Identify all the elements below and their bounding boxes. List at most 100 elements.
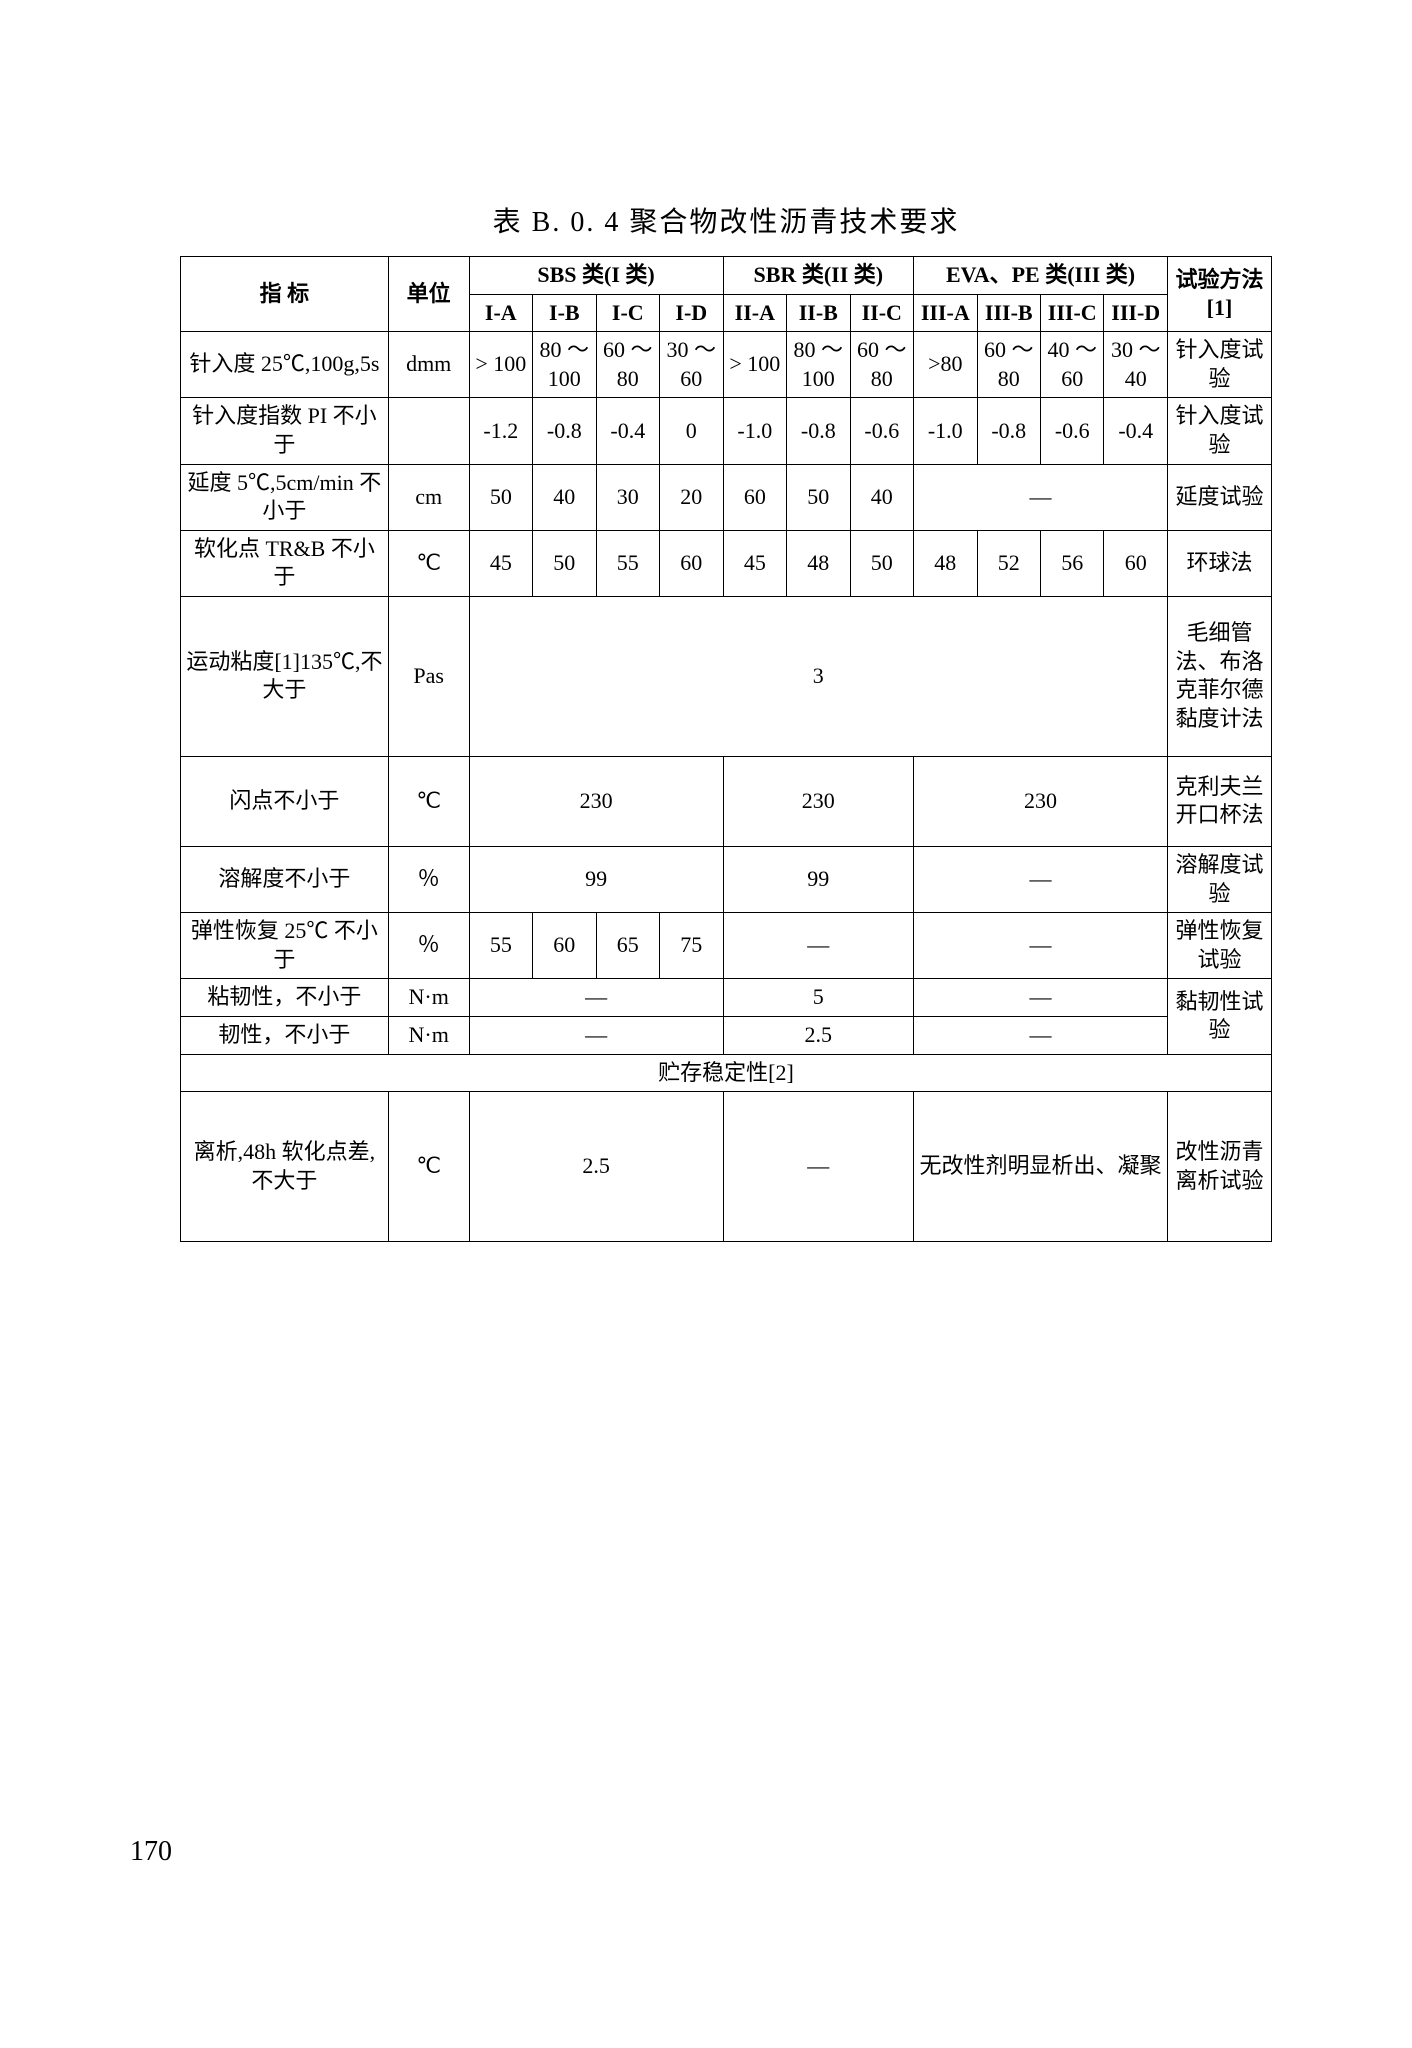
row-label: 延度 5℃,5cm/min 不小于 xyxy=(181,464,389,530)
subheader-cell: I-B xyxy=(533,294,596,332)
row-method: 弹性恢复试验 xyxy=(1167,913,1271,979)
row-unit: ℃ xyxy=(388,756,469,846)
cell-group: 230 xyxy=(723,756,913,846)
cell-group: 2.5 xyxy=(723,1016,913,1054)
cell: > 100 xyxy=(469,332,532,398)
header-group-eva: EVA、PE 类(III 类) xyxy=(914,257,1168,295)
row-label: 运动粘度[1]135℃,不大于 xyxy=(181,596,389,756)
cell: 75 xyxy=(660,913,724,979)
row-method: 延度试验 xyxy=(1167,464,1271,530)
row-unit: Pas xyxy=(388,596,469,756)
cell: 50 xyxy=(533,530,596,596)
table-row: 弹性恢复 25℃ 不小于 ％ 55 60 65 75 — — 弹性恢复试验 xyxy=(181,913,1272,979)
row-label: 软化点 TR&B 不小于 xyxy=(181,530,389,596)
subheader-cell: III-A xyxy=(914,294,977,332)
cell-group: — xyxy=(914,913,1168,979)
cell-group: — xyxy=(723,913,913,979)
row-method: 毛细管法、布洛克菲尔德黏度计法 xyxy=(1167,596,1271,756)
cell: 40 xyxy=(850,464,913,530)
row-unit: N·m xyxy=(388,1016,469,1054)
table-row: 溶解度不小于 ％ 99 99 — 溶解度试验 xyxy=(181,846,1272,912)
row-label: 闪点不小于 xyxy=(181,756,389,846)
storage-header: 贮存稳定性[2] xyxy=(181,1054,1272,1092)
cell-group: — xyxy=(469,1016,723,1054)
row-label: 溶解度不小于 xyxy=(181,846,389,912)
table-section-row: 贮存稳定性[2] xyxy=(181,1054,1272,1092)
page-number: 170 xyxy=(130,1836,172,1868)
subheader-cell: II-C xyxy=(850,294,913,332)
row-method: 改性沥青离析试验 xyxy=(1167,1092,1271,1242)
cell: 30 ～ 60 xyxy=(660,332,724,398)
header-indicator: 指 标 xyxy=(181,257,389,332)
row-unit: dmm xyxy=(388,332,469,398)
subheader-cell: II-A xyxy=(723,294,786,332)
cell-group: — xyxy=(914,846,1168,912)
table-header-row: 指 标 单位 SBS 类(I 类) SBR 类(II 类) EVA、PE 类(I… xyxy=(181,257,1272,295)
cell: -1.2 xyxy=(469,398,532,464)
row-label: 针入度 25℃,100g,5s xyxy=(181,332,389,398)
cell-group: 无改性剂明显析出、凝聚 xyxy=(914,1092,1168,1242)
subheader-cell: I-D xyxy=(660,294,724,332)
cell: 48 xyxy=(914,530,977,596)
cell: 80 ～ 100 xyxy=(787,332,850,398)
cell: 65 xyxy=(596,913,659,979)
cell: -1.0 xyxy=(914,398,977,464)
row-unit xyxy=(388,398,469,464)
cell-group: — xyxy=(469,979,723,1017)
cell: -1.0 xyxy=(723,398,786,464)
spec-table: 指 标 单位 SBS 类(I 类) SBR 类(II 类) EVA、PE 类(I… xyxy=(180,256,1272,1242)
row-unit: ℃ xyxy=(388,530,469,596)
row-method: 针入度试验 xyxy=(1167,332,1271,398)
table-row: 粘韧性，不小于 N·m — 5 — 黏韧性试验 xyxy=(181,979,1272,1017)
header-group-sbs: SBS 类(I 类) xyxy=(469,257,723,295)
subheader-cell: III-C xyxy=(1041,294,1104,332)
cell: 20 xyxy=(660,464,724,530)
subheader-cell: III-D xyxy=(1104,294,1168,332)
table-row: 软化点 TR&B 不小于 ℃ 45 50 55 60 45 48 50 48 5… xyxy=(181,530,1272,596)
cell: 40 xyxy=(533,464,596,530)
row-unit: ％ xyxy=(388,913,469,979)
cell: 80 ～ 100 xyxy=(533,332,596,398)
row-unit: ℃ xyxy=(388,1092,469,1242)
row-method: 针入度试验 xyxy=(1167,398,1271,464)
cell: 45 xyxy=(469,530,532,596)
cell-group: — xyxy=(914,1016,1168,1054)
row-label: 粘韧性，不小于 xyxy=(181,979,389,1017)
header-unit: 单位 xyxy=(388,257,469,332)
table-row: 闪点不小于 ℃ 230 230 230 克利夫兰开口杯法 xyxy=(181,756,1272,846)
row-label: 弹性恢复 25℃ 不小于 xyxy=(181,913,389,979)
table-row: 离析,48h 软化点差,不大于 ℃ 2.5 — 无改性剂明显析出、凝聚 改性沥青… xyxy=(181,1092,1272,1242)
cell-group: 2.5 xyxy=(469,1092,723,1242)
cell: 50 xyxy=(469,464,532,530)
subheader-cell: I-A xyxy=(469,294,532,332)
cell-group: 230 xyxy=(469,756,723,846)
cell: 30 xyxy=(596,464,659,530)
cell-group: — xyxy=(723,1092,913,1242)
row-label: 韧性，不小于 xyxy=(181,1016,389,1054)
cell: 60 xyxy=(533,913,596,979)
table-row: 延度 5℃,5cm/min 不小于 cm 50 40 30 20 60 50 4… xyxy=(181,464,1272,530)
cell-group: — xyxy=(914,979,1168,1017)
row-method: 克利夫兰开口杯法 xyxy=(1167,756,1271,846)
row-label: 针入度指数 PI 不小于 xyxy=(181,398,389,464)
cell: 50 xyxy=(787,464,850,530)
table-row: 运动粘度[1]135℃,不大于 Pas 3 毛细管法、布洛克菲尔德黏度计法 xyxy=(181,596,1272,756)
cell: 60 ～ 80 xyxy=(596,332,659,398)
cell: -0.8 xyxy=(533,398,596,464)
subheader-cell: II-B xyxy=(787,294,850,332)
subheader-cell: III-B xyxy=(977,294,1040,332)
header-method: 试验方法[1] xyxy=(1167,257,1271,332)
cell: 60 ～ 80 xyxy=(977,332,1040,398)
cell: 55 xyxy=(596,530,659,596)
cell: -0.8 xyxy=(977,398,1040,464)
header-group-sbr: SBR 类(II 类) xyxy=(723,257,913,295)
cell-group: 99 xyxy=(723,846,913,912)
row-method: 环球法 xyxy=(1167,530,1271,596)
cell: > 100 xyxy=(723,332,786,398)
cell: -0.4 xyxy=(1104,398,1168,464)
table-row: 韧性，不小于 N·m — 2.5 — xyxy=(181,1016,1272,1054)
cell-dash: — xyxy=(914,464,1168,530)
table-row: 针入度 25℃,100g,5s dmm > 100 80 ～ 100 60 ～ … xyxy=(181,332,1272,398)
cell-group: 5 xyxy=(723,979,913,1017)
row-method: 溶解度试验 xyxy=(1167,846,1271,912)
